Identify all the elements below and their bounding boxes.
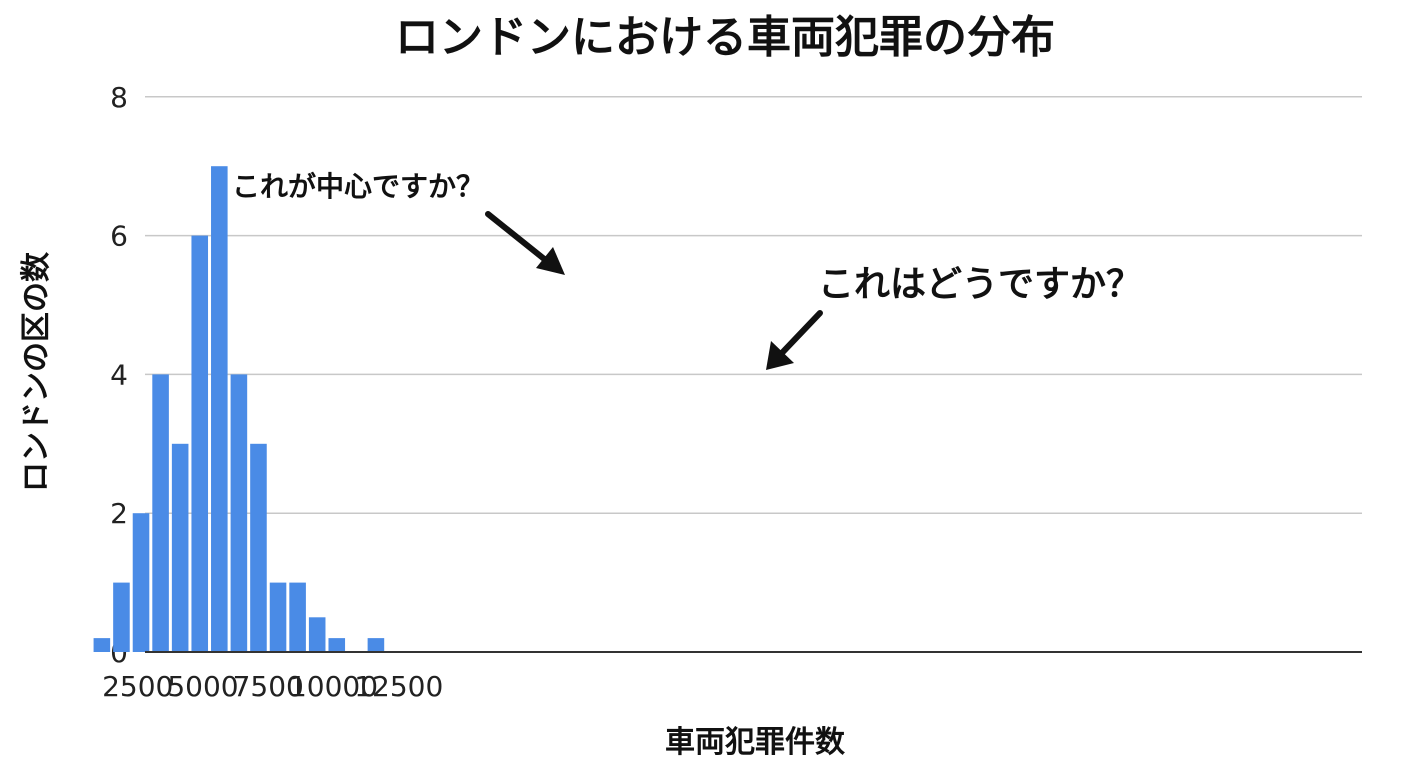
y-tick-label: 8 <box>110 81 128 114</box>
histogram-bar <box>191 235 209 652</box>
x-axis-title: 車両犯罪件数 <box>665 725 846 760</box>
x-tick-label: 2500 <box>102 670 173 703</box>
histogram-bar <box>152 374 169 652</box>
histogram-bar <box>367 638 385 652</box>
histogram-bar <box>328 638 346 652</box>
histogram-bar <box>93 638 111 652</box>
x-tick-label: 5000 <box>167 670 238 703</box>
histogram-bar <box>269 582 287 652</box>
y-tick-label: 6 <box>110 220 128 253</box>
histogram-bar <box>230 374 248 652</box>
x-tick-label: 10000 <box>289 670 378 703</box>
annotation-other: これはどうですか？ <box>818 264 1142 305</box>
x-tick-label: 7500 <box>233 670 304 703</box>
histogram-bar <box>113 582 130 652</box>
histogram-bar <box>289 582 306 652</box>
annotation-center: これが中心ですか？ <box>232 170 484 203</box>
y-tick-label: 4 <box>110 358 128 391</box>
histogram-bar <box>132 513 150 652</box>
arrow-other-icon <box>766 310 823 370</box>
histogram-bar <box>308 617 326 652</box>
x-tick-label: 12500 <box>354 670 443 703</box>
y-tick-label: 2 <box>110 497 128 530</box>
grid-lines <box>145 96 1362 514</box>
arrow-center-icon <box>485 211 565 275</box>
histogram-bar <box>250 443 267 652</box>
y-axis-title: ロンドンの区の数 <box>19 251 54 492</box>
histogram-bar <box>171 443 189 652</box>
chart-title: ロンドンにおける車両犯罪の分布 <box>395 12 1055 63</box>
histogram-bar <box>211 166 228 652</box>
bars <box>93 166 385 652</box>
